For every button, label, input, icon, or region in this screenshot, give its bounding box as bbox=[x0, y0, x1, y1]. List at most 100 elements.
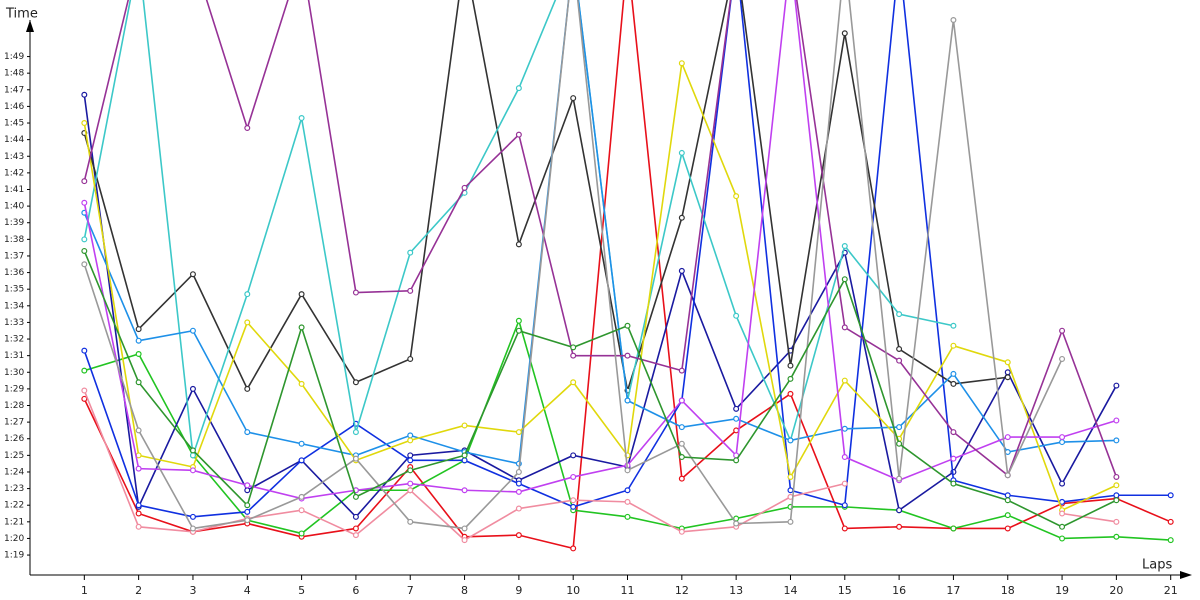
data-point bbox=[189, 525, 196, 532]
data-point bbox=[841, 525, 848, 532]
data-point bbox=[841, 377, 848, 384]
data-point bbox=[81, 120, 88, 127]
data-point bbox=[189, 513, 196, 520]
series-line bbox=[83, 0, 1008, 391]
data-point bbox=[407, 487, 414, 494]
x-tick-label: 4 bbox=[244, 584, 251, 597]
y-tick-label: 1:46 bbox=[4, 102, 24, 112]
x-tick-label: 9 bbox=[515, 584, 522, 597]
data-point bbox=[624, 352, 631, 359]
x-tick-label: 11 bbox=[621, 584, 635, 597]
data-point bbox=[1004, 369, 1011, 376]
data-point bbox=[1059, 327, 1066, 334]
data-point bbox=[515, 85, 522, 92]
data-point bbox=[787, 390, 794, 397]
data-point bbox=[81, 395, 88, 402]
data-point bbox=[1059, 434, 1066, 441]
data-point bbox=[81, 367, 88, 374]
data-point bbox=[950, 429, 957, 436]
data-point bbox=[298, 115, 305, 122]
data-point bbox=[1113, 533, 1120, 540]
data-point bbox=[461, 452, 468, 459]
data-point bbox=[461, 487, 468, 494]
data-point bbox=[1004, 472, 1011, 479]
data-point bbox=[1113, 417, 1120, 424]
data-point bbox=[189, 385, 196, 392]
series-line bbox=[83, 0, 1117, 500]
data-point bbox=[950, 455, 957, 462]
data-point bbox=[244, 429, 251, 436]
y-tick-label: 1:37 bbox=[4, 251, 24, 261]
data-point bbox=[81, 91, 88, 98]
data-point bbox=[515, 241, 522, 248]
data-point bbox=[352, 513, 359, 520]
data-point bbox=[787, 375, 794, 382]
data-point bbox=[1113, 382, 1120, 389]
data-point bbox=[81, 247, 88, 254]
data-point bbox=[570, 344, 577, 351]
data-point bbox=[81, 199, 88, 206]
data-point bbox=[896, 357, 903, 364]
data-point bbox=[678, 149, 685, 156]
data-point bbox=[733, 312, 740, 319]
data-point bbox=[733, 427, 740, 434]
data-point bbox=[135, 502, 142, 509]
data-point bbox=[841, 276, 848, 283]
data-point bbox=[1167, 537, 1174, 544]
data-point bbox=[896, 311, 903, 318]
data-point bbox=[678, 440, 685, 447]
series-line bbox=[83, 0, 954, 456]
data-point bbox=[135, 465, 142, 472]
x-tick-label: 19 bbox=[1055, 584, 1069, 597]
x-tick-label: 18 bbox=[1001, 584, 1015, 597]
y-tick-label: 1:35 bbox=[4, 285, 24, 295]
data-point bbox=[352, 429, 359, 436]
data-point bbox=[1113, 482, 1120, 489]
data-point bbox=[461, 457, 468, 464]
data-point bbox=[678, 367, 685, 374]
x-tick-label: 14 bbox=[783, 584, 797, 597]
data-point bbox=[1004, 374, 1011, 381]
data-point bbox=[81, 178, 88, 185]
data-point bbox=[407, 287, 414, 294]
x-tick-label: 3 bbox=[189, 584, 196, 597]
data-point bbox=[787, 362, 794, 369]
x-tick-label: 5 bbox=[298, 584, 305, 597]
data-point bbox=[624, 322, 631, 329]
data-point bbox=[896, 346, 903, 353]
data-point bbox=[841, 502, 848, 509]
data-point bbox=[135, 350, 142, 357]
data-point bbox=[407, 467, 414, 474]
data-point bbox=[352, 493, 359, 500]
data-point bbox=[1167, 518, 1174, 525]
data-point bbox=[352, 289, 359, 296]
data-point bbox=[678, 60, 685, 67]
data-point bbox=[1113, 492, 1120, 499]
data-point bbox=[135, 326, 142, 333]
x-tick-label: 6 bbox=[352, 584, 359, 597]
data-point bbox=[189, 447, 196, 454]
data-point bbox=[81, 236, 88, 243]
y-tick-label: 1:20 bbox=[4, 534, 24, 544]
data-point bbox=[841, 324, 848, 331]
data-point bbox=[244, 291, 251, 298]
data-point bbox=[1167, 492, 1174, 499]
data-point bbox=[841, 242, 848, 249]
data-point bbox=[1059, 355, 1066, 362]
data-point bbox=[1059, 535, 1066, 542]
data-point bbox=[298, 507, 305, 514]
data-point bbox=[841, 480, 848, 487]
data-point bbox=[841, 425, 848, 432]
data-point bbox=[515, 429, 522, 436]
data-point bbox=[570, 497, 577, 504]
series-line bbox=[83, 94, 1118, 519]
y-tick-label: 1:19 bbox=[4, 551, 24, 561]
data-point bbox=[407, 518, 414, 525]
data-point bbox=[624, 498, 631, 505]
x-tick-label: 1 bbox=[81, 584, 88, 597]
data-point bbox=[950, 480, 957, 487]
data-point bbox=[1059, 439, 1066, 446]
data-point bbox=[678, 397, 685, 404]
series-line bbox=[83, 0, 1172, 550]
